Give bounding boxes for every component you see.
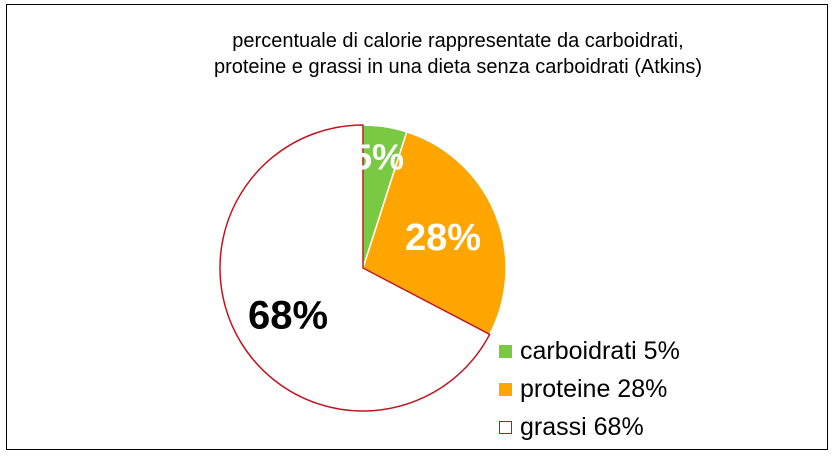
pie-slice-proteine (362, 131, 507, 336)
chart-title-line-1: percentuale di calorie rappresentate da … (232, 30, 684, 52)
pie-label-carboidrati: 5% (352, 137, 404, 178)
legend-item-proteine: proteine 28% (499, 370, 680, 408)
legend-item-carboidrati: carboidrati 5% (499, 332, 680, 370)
legend-label-carboidrati: carboidrati 5% (520, 336, 680, 365)
chart-title-line-2: proteine e grassi in una dieta senza car… (213, 56, 703, 78)
legend-label-proteine: proteine 28% (520, 374, 668, 403)
legend-swatch-carboidrati (499, 344, 512, 358)
chart-title: percentuale di calorie rappresentate da … (178, 28, 738, 80)
legend-label-grassi: grassi 68% (520, 412, 644, 441)
legend: carboidrati 5% proteine 28% grassi 68% (499, 332, 680, 446)
legend-item-grassi: grassi 68% (499, 408, 680, 446)
pie-slice-grassi (219, 124, 491, 412)
legend-swatch-grassi (499, 420, 512, 434)
legend-swatch-proteine (499, 382, 512, 396)
pie-label-grassi: 68% (248, 294, 328, 338)
pie-label-proteine: 28% (405, 217, 481, 259)
